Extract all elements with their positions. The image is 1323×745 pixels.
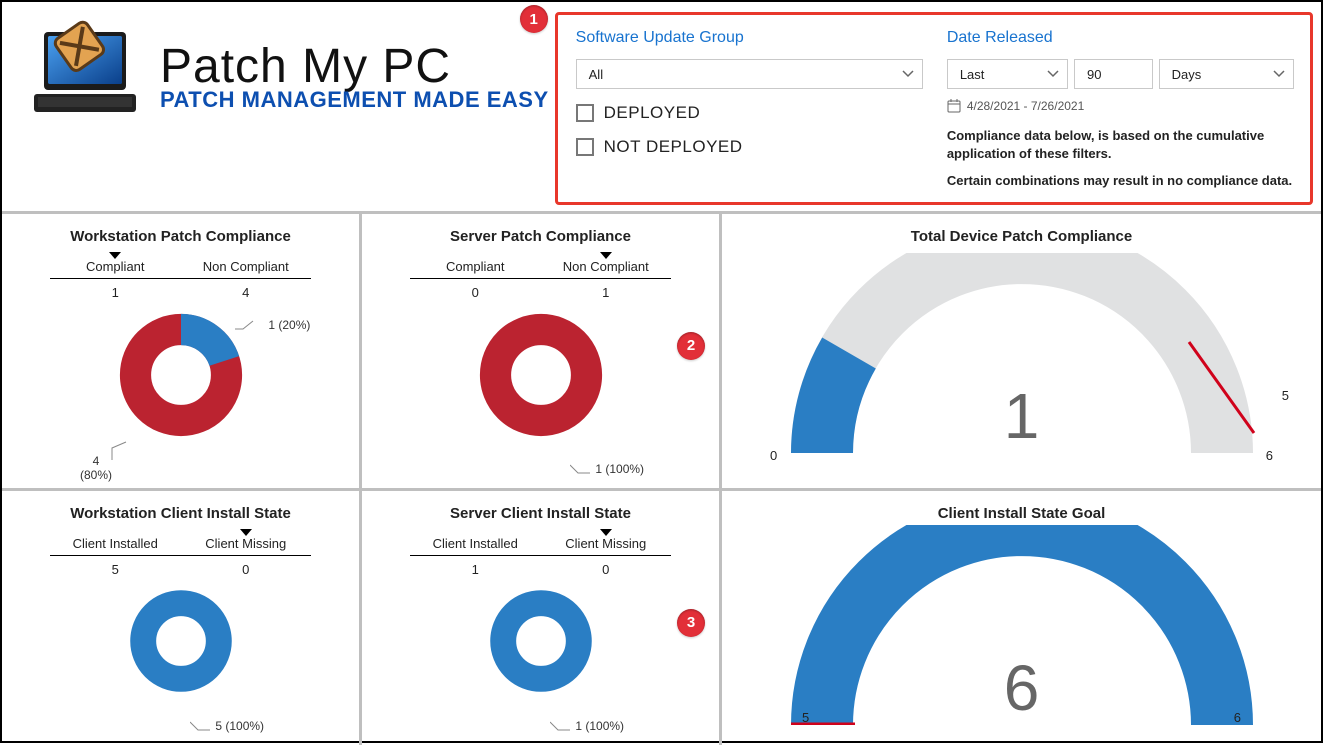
val-installed: 5 — [50, 558, 181, 581]
group-label: Software Update Group — [576, 29, 923, 47]
col-installed[interactable]: Client Installed — [410, 530, 541, 555]
date-label: Date Released — [947, 29, 1294, 47]
not-deployed-label: NOT DEPLOYED — [604, 137, 743, 157]
slice-label: 1 (100%) — [570, 462, 644, 476]
card-title: Client Install State Goal — [740, 505, 1303, 522]
values-row: 0 1 — [410, 281, 671, 304]
gauge-chart: 0 6 5 1 — [740, 253, 1303, 463]
gauge-target: 5 — [1282, 388, 1289, 403]
val-noncompliant: 4 — [181, 281, 312, 304]
leader-line-icon — [190, 720, 212, 732]
chevron-down-icon — [1273, 68, 1285, 80]
deployed-checkbox[interactable]: DEPLOYED — [576, 103, 923, 123]
group-select-value: All — [589, 67, 603, 82]
checkbox-icon — [576, 138, 594, 156]
col-installed[interactable]: Client Installed — [50, 530, 181, 555]
date-unit-value: Days — [1172, 67, 1202, 82]
date-mode-select[interactable]: Last — [947, 59, 1068, 89]
date-mode-value: Last — [960, 67, 985, 82]
compliance-row: Workstation Patch Compliance Compliant N… — [2, 211, 1321, 488]
slice-label: 5 (100%) — [190, 719, 264, 733]
val-compliant: 0 — [410, 281, 541, 304]
calendar-icon — [947, 99, 961, 113]
val-missing: 0 — [541, 558, 672, 581]
install-goal-card: Client Install State Goal 5 6 6 — [722, 491, 1321, 745]
gauge-chart: 5 6 6 — [740, 530, 1303, 725]
donut-svg — [127, 587, 235, 695]
col-compliant[interactable]: Compliant — [50, 253, 181, 278]
col-missing[interactable]: Client Missing — [541, 530, 672, 555]
col-compliant[interactable]: Compliant — [410, 253, 541, 278]
card-title: Workstation Client Install State — [20, 505, 341, 522]
val-noncompliant: 1 — [541, 281, 672, 304]
gauge-min: 5 — [802, 710, 809, 725]
callout-1: 1 — [520, 5, 548, 33]
group-select[interactable]: All — [576, 59, 923, 89]
date-range-text: 4/28/2021 - 7/26/2021 — [967, 99, 1084, 113]
donut-chart: 1 (100%) — [380, 587, 701, 737]
col-noncompliant[interactable]: Non Compliant — [181, 253, 312, 278]
slice-label: 1 (100%) — [550, 719, 624, 733]
gauge-max: 6 — [1266, 448, 1273, 463]
logo-block: Patch My PC PATCH MANAGEMENT MADE EASY — [20, 12, 549, 142]
legend: Compliant Non Compliant — [50, 253, 311, 279]
col-noncompliant[interactable]: Non Compliant — [541, 253, 672, 278]
total-compliance-card: Total Device Patch Compliance 0 6 5 1 — [722, 214, 1321, 488]
not-deployed-checkbox[interactable]: NOT DEPLOYED — [576, 137, 923, 157]
date-unit-select[interactable]: Days — [1159, 59, 1294, 89]
leader-line-icon — [110, 440, 130, 462]
card-title: Server Client Install State — [380, 505, 701, 522]
logo-icon — [20, 12, 150, 142]
donut-svg — [116, 310, 246, 440]
val-installed: 1 — [410, 558, 541, 581]
date-range-display: 4/28/2021 - 7/26/2021 — [947, 99, 1294, 113]
logo-title: Patch My PC — [160, 43, 549, 91]
donut-chart: 5 (100%) — [20, 587, 341, 737]
header: Patch My PC PATCH MANAGEMENT MADE EASY 1… — [2, 2, 1321, 211]
chevron-down-icon — [902, 68, 914, 80]
slice-label: 4 (80%) — [80, 454, 112, 482]
card-title: Server Patch Compliance — [380, 228, 701, 245]
workstation-install-card: Workstation Client Install State Client … — [2, 491, 362, 745]
date-qty-value: 90 — [1087, 67, 1101, 82]
filter-info-2: Certain combinations may result in no co… — [947, 172, 1294, 190]
card-title: Workstation Patch Compliance — [20, 228, 341, 245]
logo-subtitle: PATCH MANAGEMENT MADE EASY — [160, 89, 549, 111]
legend: Client Installed Client Missing — [410, 530, 671, 556]
donut-chart: 1 (20%) 4 (80%) — [20, 310, 341, 480]
filters-panel: 1 Software Update Group All DEPLOYED NOT… — [555, 12, 1313, 205]
gauge-value: 6 — [1004, 651, 1040, 725]
card-title: Total Device Patch Compliance — [740, 228, 1303, 245]
slice-label: 1 (20%) — [235, 318, 310, 332]
val-missing: 0 — [181, 558, 312, 581]
checkbox-icon — [576, 104, 594, 122]
values-row: 5 0 — [50, 558, 311, 581]
filter-info-1: Compliance data below, is based on the c… — [947, 127, 1294, 162]
donut-svg — [476, 310, 606, 440]
workstation-compliance-card: Workstation Patch Compliance Compliant N… — [2, 214, 362, 488]
col-missing[interactable]: Client Missing — [181, 530, 312, 555]
gauge-max: 6 — [1234, 710, 1241, 725]
legend: Client Installed Client Missing — [50, 530, 311, 556]
values-row: 1 0 — [410, 558, 671, 581]
chevron-down-icon — [1047, 68, 1059, 80]
leader-line-icon — [570, 463, 592, 475]
val-compliant: 1 — [50, 281, 181, 304]
leader-line-icon — [550, 720, 572, 732]
donut-chart: 1 (100%) — [380, 310, 701, 480]
donut-svg — [487, 587, 595, 695]
date-qty-input[interactable]: 90 — [1074, 59, 1153, 89]
deployed-label: DEPLOYED — [604, 103, 701, 123]
gauge-min: 0 — [770, 448, 777, 463]
values-row: 1 4 — [50, 281, 311, 304]
gauge-value: 1 — [1004, 379, 1040, 453]
leader-line-icon — [235, 319, 265, 331]
server-compliance-card: 2 Server Patch Compliance Compliant Non … — [362, 214, 722, 488]
server-install-card: 3 Server Client Install State Client Ins… — [362, 491, 722, 745]
install-state-row: Workstation Client Install State Client … — [2, 488, 1321, 745]
legend: Compliant Non Compliant — [410, 253, 671, 279]
